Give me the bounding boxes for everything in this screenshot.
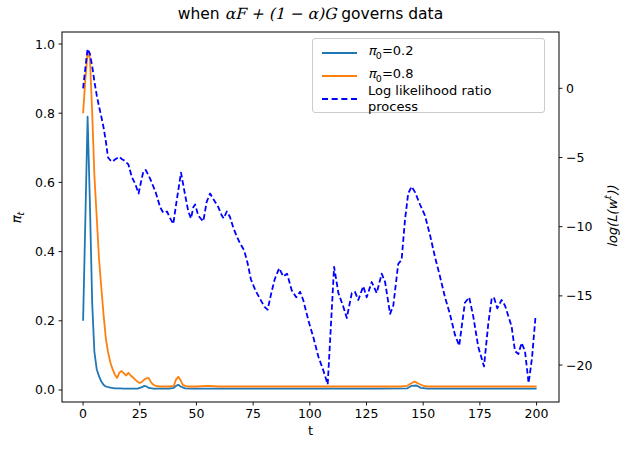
left-axis-label-sub: t [15, 212, 26, 216]
right-y-tick-label: −20 [566, 358, 592, 373]
legend-label-base: π [368, 66, 376, 81]
x-tick-label: 175 [468, 406, 492, 421]
legend-label-base: π [368, 43, 376, 58]
x-tick-label: 100 [298, 406, 322, 421]
x-tick-label: 75 [245, 406, 261, 421]
right-y-tick-label: −15 [566, 288, 592, 303]
x-axis-label: t [62, 423, 559, 438]
x-tick-label: 125 [355, 406, 379, 421]
legend-line-sample-dashed-blue [322, 98, 357, 100]
legend-line-sample-solid-blue [322, 52, 357, 54]
left-axis-label-base: π [8, 216, 24, 224]
right-axis-label-post: )) [605, 186, 620, 196]
left-y-axis-ticks: 0.0 0.2 0.4 0.6 0.8 1.0 [35, 37, 62, 398]
left-y-tick-label: 0.0 [35, 382, 55, 397]
right-axis-label-pre: log(L(w [605, 200, 620, 248]
legend: π0=0.2 π0=0.8 Log likelihood ratio proce… [312, 38, 545, 113]
left-axis-label: πt [8, 192, 27, 244]
right-y-tick-label: −10 [566, 219, 592, 234]
left-y-tick-label: 0.8 [35, 106, 55, 121]
legend-row-log-likelihood: Log likelihood ratio process [313, 87, 544, 110]
legend-label: Log likelihood ratio process [368, 84, 544, 113]
legend-label: π0=0.8 [368, 67, 413, 83]
left-y-tick-label: 0.4 [35, 244, 55, 259]
x-axis-ticks: 0 25 50 75 100 125 150 175 200 [79, 402, 548, 421]
figure: when αF + (1 − α)G governs data 02550751… [0, 0, 633, 455]
legend-label-rest: =0.2 [382, 43, 414, 58]
legend-row-pi0-0.2: π0=0.2 [313, 41, 544, 64]
x-tick-label: 50 [188, 406, 204, 421]
legend-line-sample-solid-orange [322, 75, 357, 77]
right-y-tick-label: 0 [566, 81, 574, 96]
x-tick-label: 25 [132, 406, 148, 421]
right-axis-label: log(L(wt)) [602, 172, 619, 262]
x-tick-label: 200 [525, 406, 549, 421]
right-axis-label-sup: t [602, 196, 613, 200]
right-y-axis-ticks: 0 −5 −10 −15 −20 [559, 81, 592, 373]
x-tick-label: 0 [79, 406, 87, 421]
left-y-tick-label: 0.2 [35, 313, 55, 328]
legend-label: π0=0.2 [368, 44, 413, 60]
left-y-tick-label: 0.6 [35, 175, 55, 190]
legend-label-rest: =0.8 [382, 66, 414, 81]
right-y-tick-label: −5 [566, 150, 584, 165]
legend-label-rest: Log likelihood ratio process [368, 83, 491, 114]
x-tick-label: 150 [411, 406, 435, 421]
left-y-tick-label: 1.0 [35, 37, 55, 52]
